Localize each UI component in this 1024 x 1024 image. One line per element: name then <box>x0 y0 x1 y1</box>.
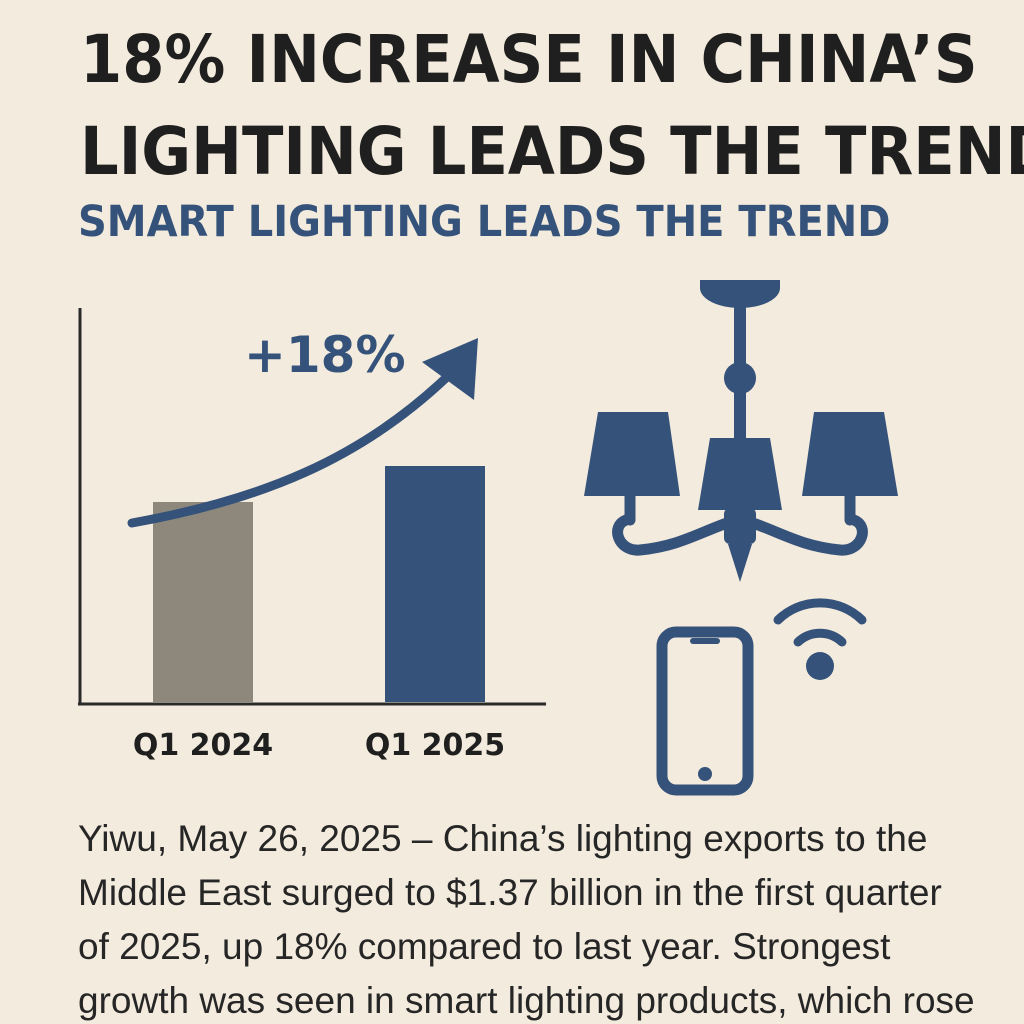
headline-line-2: LIGHTING LEADS THE TREND <box>80 113 1024 190</box>
x-tick-label-q1-2024: Q1 2024 <box>133 728 273 763</box>
bar-chart: +18% Q1 2024 Q1 2025 <box>78 308 546 763</box>
smartphone-icon <box>656 626 754 796</box>
chandelier-icon <box>584 280 898 582</box>
growth-arrow-head <box>422 338 478 400</box>
wifi-icon <box>773 598 867 680</box>
growth-annotation: +18% <box>244 326 406 384</box>
x-tick-label-q1-2025: Q1 2025 <box>365 728 505 763</box>
headline: 18% INCREASE IN CHINA’S LIGHTING LEADS T… <box>80 14 1024 198</box>
smart-control <box>650 598 880 803</box>
subheadline: SMART LIGHTING LEADS THE TREND <box>78 197 891 247</box>
headline-line-1: 18% INCREASE IN CHINA’S <box>80 21 978 98</box>
bar-q1-2024 <box>153 502 253 702</box>
bar-q1-2025 <box>385 466 485 702</box>
growth-arrow-curve <box>127 371 453 528</box>
article-body: Yiwu, May 26, 2025 – China’s lighting ex… <box>78 818 975 1021</box>
